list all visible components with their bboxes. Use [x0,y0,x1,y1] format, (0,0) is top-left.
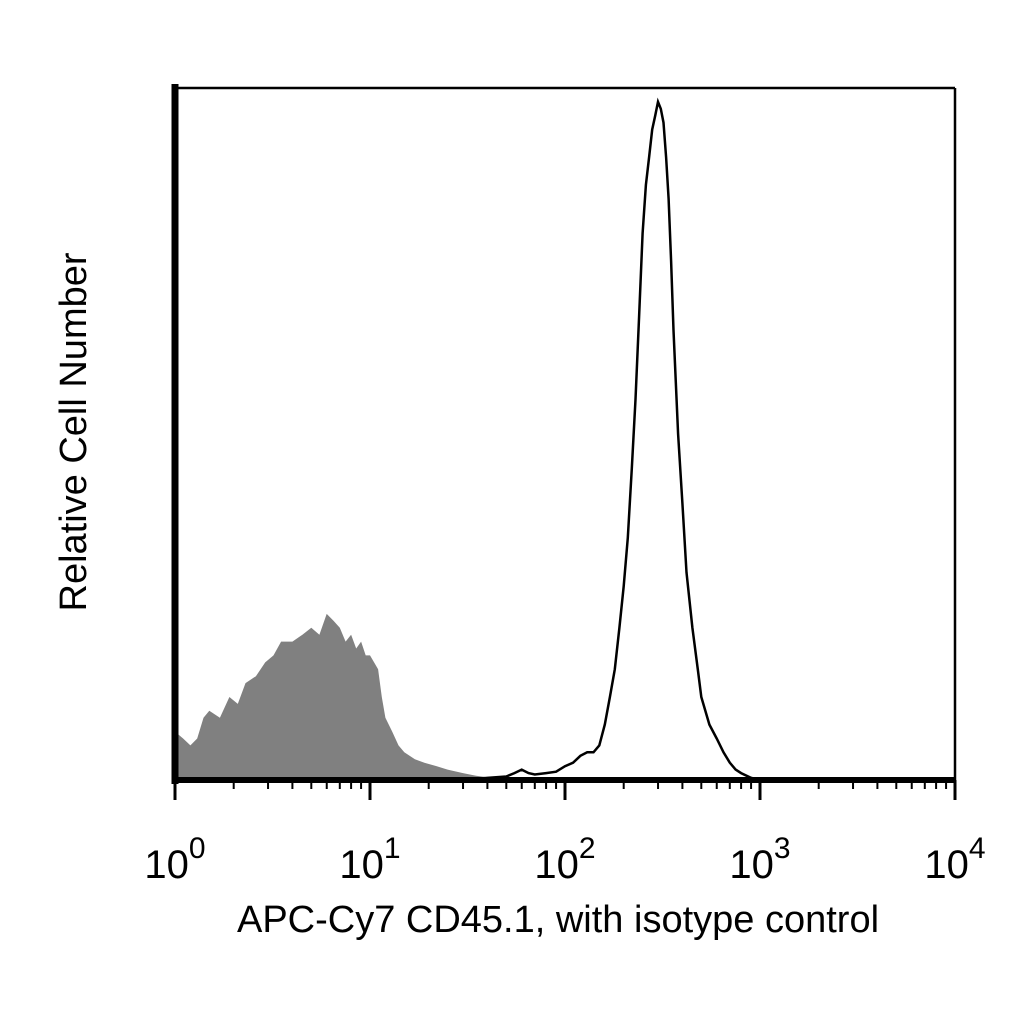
y-axis-title: Relative Cell Number [53,252,95,611]
x-tick-label: 103 [729,832,790,887]
cd45-1-histogram [462,97,955,782]
x-tick-label: 104 [924,832,985,887]
isotype-control-histogram [175,613,760,780]
x-tick-label: 102 [534,832,595,887]
x-tick-label: 100 [144,832,205,887]
x-axis-tick-labels: 100 101 102 103 104 [144,832,985,887]
plot-area [175,97,955,782]
x-axis-ticks [173,780,957,800]
x-axis-title: APC-Cy7 CD45.1, with isotype control [237,899,879,941]
x-tick-label: 101 [339,832,400,887]
